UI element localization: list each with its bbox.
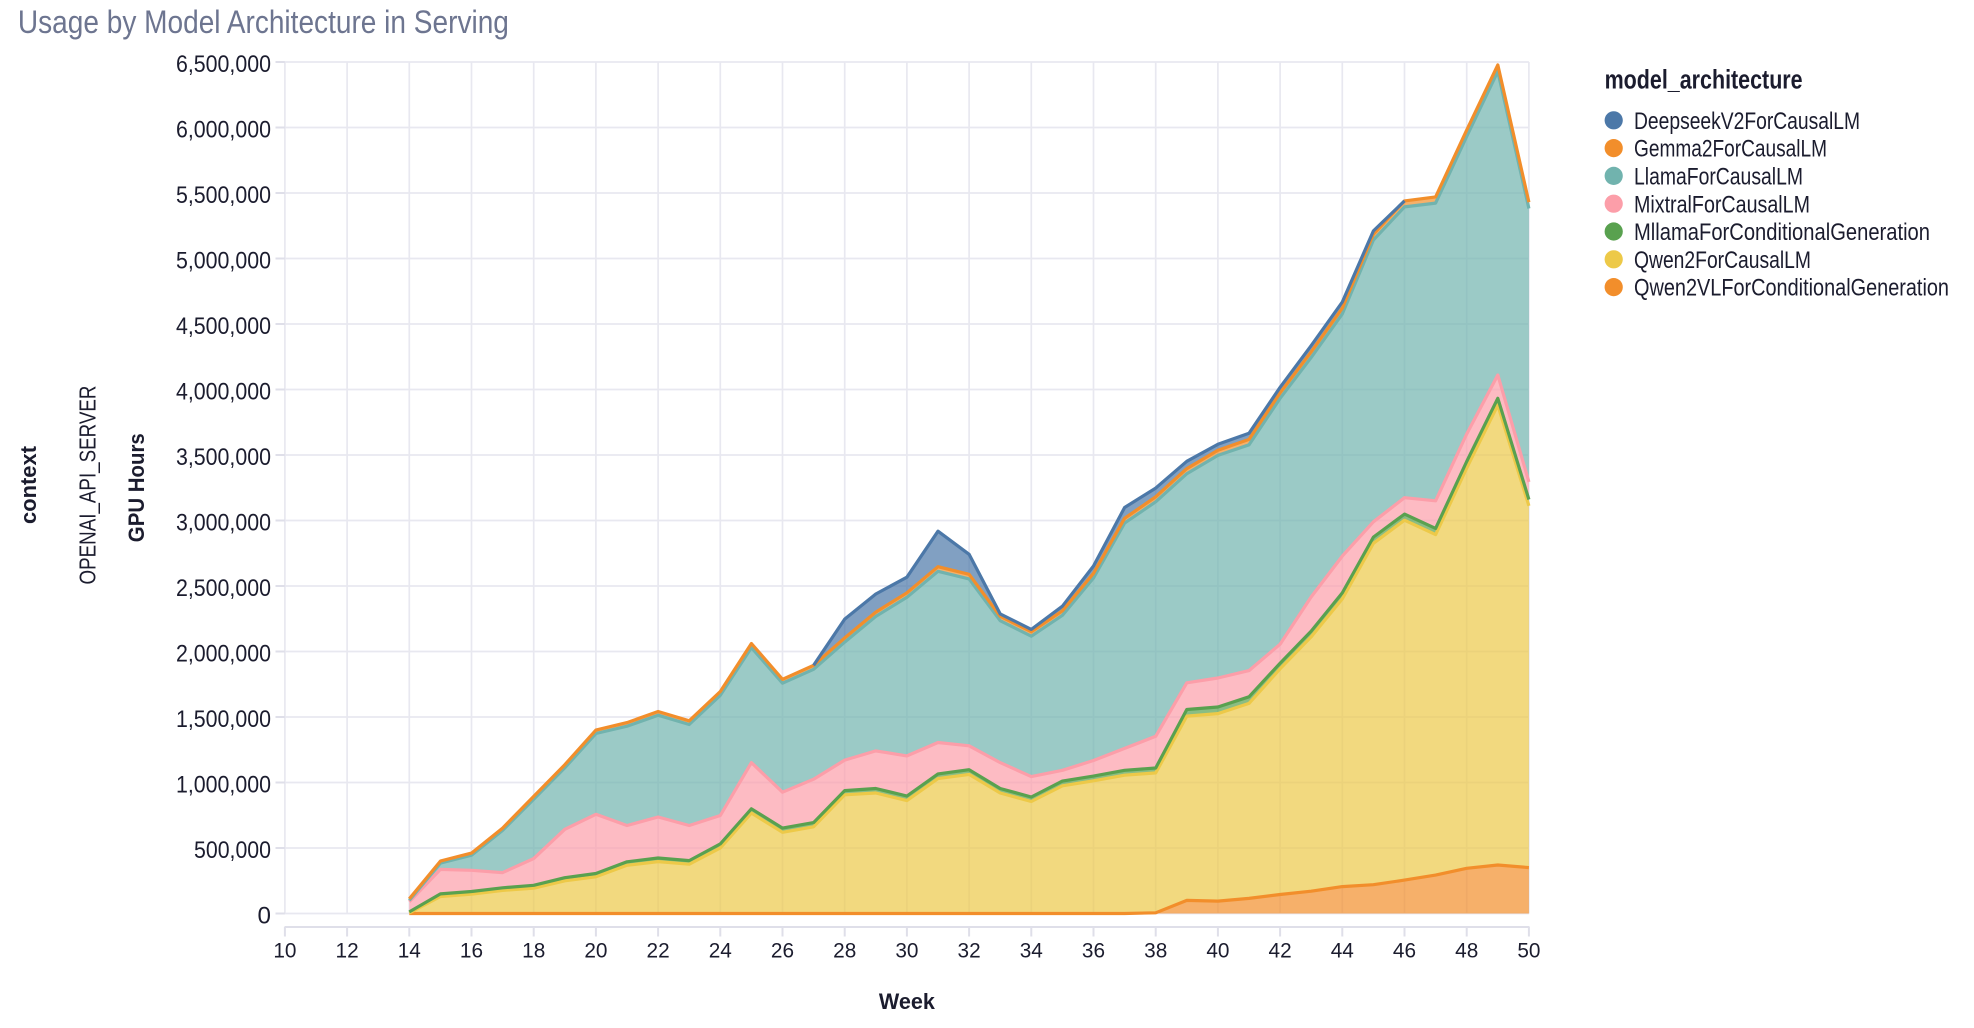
svg-text:2,500,000: 2,500,000 [176, 575, 271, 602]
svg-text:14: 14 [398, 939, 421, 962]
svg-text:10: 10 [273, 939, 296, 962]
svg-text:Gemma2ForCausalLM: Gemma2ForCausalLM [1634, 136, 1827, 163]
svg-text:28: 28 [833, 939, 856, 962]
svg-text:LlamaForCausalLM: LlamaForCausalLM [1634, 164, 1803, 191]
svg-text:24: 24 [709, 939, 732, 962]
svg-text:36: 36 [1082, 939, 1105, 962]
svg-text:5,000,000: 5,000,000 [176, 248, 271, 275]
svg-text:20: 20 [584, 939, 607, 962]
svg-text:DeepseekV2ForCausalLM: DeepseekV2ForCausalLM [1634, 108, 1860, 135]
svg-text:3,500,000: 3,500,000 [176, 444, 271, 471]
svg-text:26: 26 [771, 939, 794, 962]
svg-text:OPENAI_API_SERVER: OPENAI_API_SERVER [75, 386, 101, 585]
svg-text:6,500,000: 6,500,000 [176, 51, 271, 78]
svg-text:2,000,000: 2,000,000 [176, 641, 271, 668]
svg-text:GPU Hours: GPU Hours [124, 433, 149, 542]
svg-text:32: 32 [958, 939, 981, 962]
svg-text:model_architecture: model_architecture [1605, 64, 1803, 94]
svg-text:Qwen2ForCausalLM: Qwen2ForCausalLM [1634, 247, 1811, 274]
svg-text:1,000,000: 1,000,000 [176, 772, 271, 799]
svg-text:40: 40 [1206, 939, 1229, 962]
svg-text:Week: Week [879, 989, 935, 1014]
svg-text:MllamaForConditionalGeneration: MllamaForConditionalGeneration [1634, 219, 1930, 246]
svg-text:38: 38 [1144, 939, 1167, 962]
svg-text:48: 48 [1455, 939, 1478, 962]
svg-text:12: 12 [336, 939, 359, 962]
svg-text:MixtralForCausalLM: MixtralForCausalLM [1634, 191, 1810, 218]
svg-text:Qwen2VLForConditionalGeneratio: Qwen2VLForConditionalGeneration [1634, 275, 1949, 302]
svg-text:1,500,000: 1,500,000 [176, 706, 271, 733]
svg-text:22: 22 [647, 939, 670, 962]
svg-text:44: 44 [1331, 939, 1354, 962]
svg-text:30: 30 [895, 939, 918, 962]
svg-text:6,000,000: 6,000,000 [176, 117, 271, 144]
svg-text:16: 16 [460, 939, 483, 962]
svg-text:500,000: 500,000 [194, 837, 271, 864]
svg-text:42: 42 [1269, 939, 1292, 962]
svg-text:3,000,000: 3,000,000 [176, 510, 271, 537]
svg-text:4,000,000: 4,000,000 [176, 379, 271, 406]
svg-text:18: 18 [522, 939, 545, 962]
svg-text:0: 0 [258, 903, 271, 930]
svg-text:4,500,000: 4,500,000 [176, 313, 271, 340]
svg-text:5,500,000: 5,500,000 [176, 182, 271, 209]
svg-text:Usage by Model Architecture in: Usage by Model Architecture in Serving [18, 4, 509, 40]
svg-text:context: context [16, 446, 41, 524]
svg-text:46: 46 [1393, 939, 1416, 962]
svg-text:50: 50 [1517, 939, 1540, 962]
svg-text:34: 34 [1020, 939, 1043, 962]
